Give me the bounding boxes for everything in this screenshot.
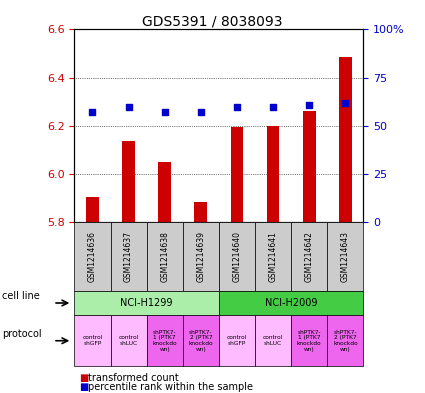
Bar [86,197,99,222]
Bar [159,162,171,222]
Bar [339,57,351,222]
Text: control
shGFP: control shGFP [82,336,102,346]
Text: GSM1214636: GSM1214636 [88,231,97,282]
Point [234,103,241,110]
Text: shPTK7-
2 (PTK7
knockdo
wn): shPTK7- 2 (PTK7 knockdo wn) [189,330,213,352]
Bar [303,111,315,222]
Text: control
shGFP: control shGFP [227,336,247,346]
Point [125,103,132,110]
Text: GSM1214637: GSM1214637 [124,231,133,282]
Text: GDS5391 / 8038093: GDS5391 / 8038093 [142,15,283,29]
Bar [122,141,135,222]
Text: GSM1214640: GSM1214640 [232,231,241,282]
Text: shPTK7-
1 (PTK7
knockdo
wn): shPTK7- 1 (PTK7 knockdo wn) [153,330,177,352]
Text: percentile rank within the sample: percentile rank within the sample [88,382,253,393]
Text: GSM1214641: GSM1214641 [269,231,278,282]
Point [269,103,276,110]
Bar [195,202,207,222]
Text: NCI-H1299: NCI-H1299 [120,298,173,308]
Point [89,109,96,116]
Text: NCI-H2009: NCI-H2009 [265,298,317,308]
Text: GSM1214639: GSM1214639 [196,231,205,282]
Point [342,99,348,106]
Text: GSM1214643: GSM1214643 [341,231,350,282]
Text: transformed count: transformed count [88,373,179,383]
Text: ■: ■ [79,373,88,383]
Bar [267,126,279,222]
Text: control
shLUC: control shLUC [119,336,139,346]
Text: ■: ■ [79,382,88,393]
Text: GSM1214638: GSM1214638 [160,231,169,282]
Text: control
shLUC: control shLUC [263,336,283,346]
Text: shPTK7-
1 (PTK7
knockdo
wn): shPTK7- 1 (PTK7 knockdo wn) [297,330,321,352]
Text: shPTK7-
2 (PTK7
knockdo
wn): shPTK7- 2 (PTK7 knockdo wn) [333,330,357,352]
Text: cell line: cell line [2,291,40,301]
Point [161,109,168,116]
Text: GSM1214642: GSM1214642 [305,231,314,282]
Point [306,101,312,108]
Text: protocol: protocol [2,329,42,339]
Bar [231,127,243,222]
Point [197,109,204,116]
